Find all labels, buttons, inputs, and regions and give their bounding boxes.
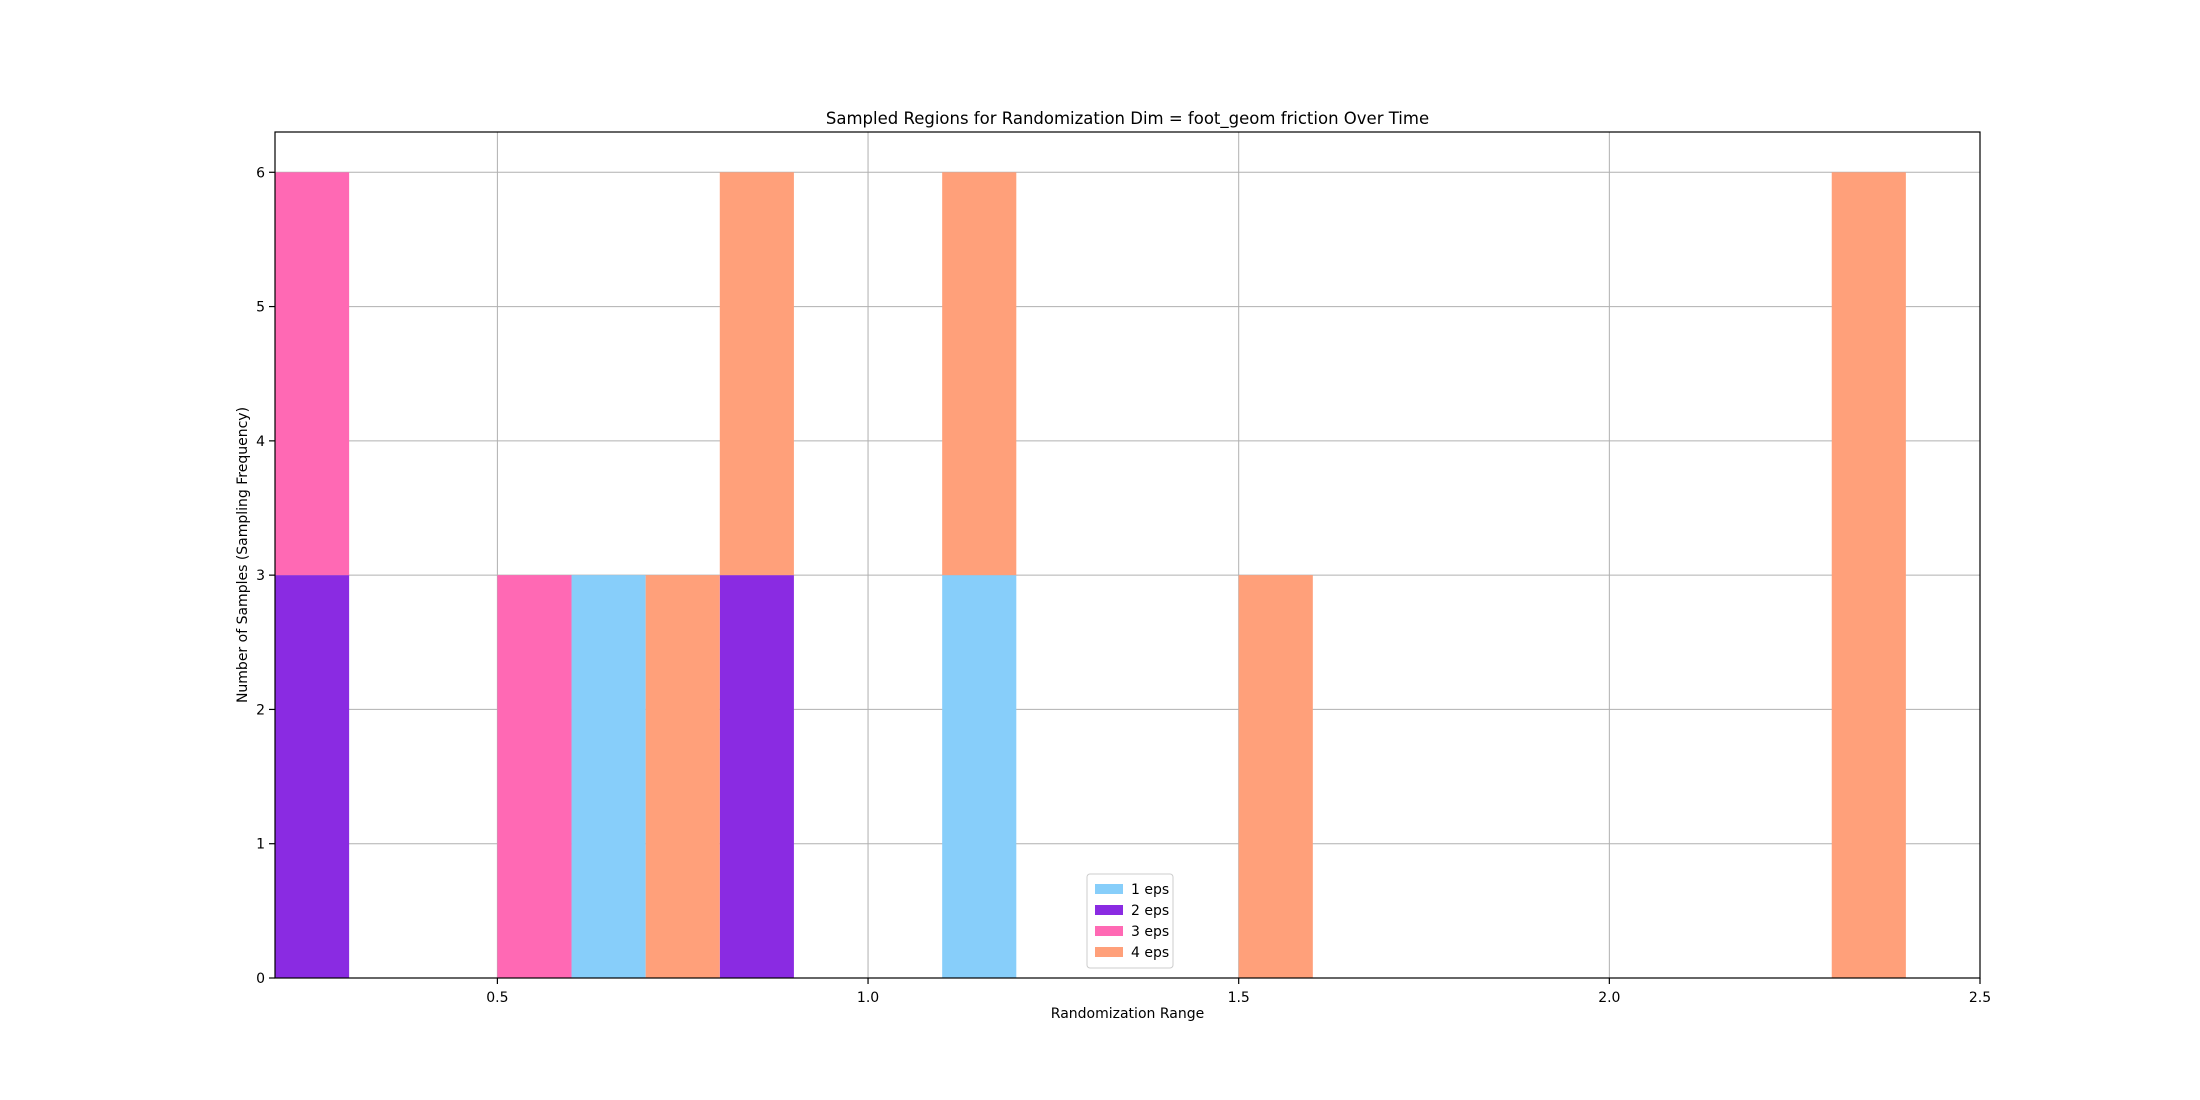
legend-label: 2 eps	[1131, 903, 1169, 919]
legend-box	[1086, 873, 1174, 969]
axes	[274, 131, 1981, 979]
x-tick-label: 0.5	[486, 990, 508, 1006]
plot-frame	[274, 131, 1981, 979]
bar-3-eps-0	[275, 172, 350, 576]
y-axis-label: Number of Samples (Sampling Frequency)	[235, 407, 251, 703]
legend-swatch	[1095, 905, 1123, 915]
bar-4-eps-1	[719, 172, 794, 576]
x-axis-label: Randomization Range	[1051, 1006, 1204, 1022]
bar-1-eps-0	[571, 575, 646, 978]
y-axis-ticks: 0 1 2 3 4 5 6	[256, 165, 275, 987]
y-tick-label: 3	[256, 568, 265, 584]
legend-swatch	[1095, 947, 1123, 957]
chart-title: Sampled Regions for Randomization Dim = …	[826, 109, 1429, 129]
bar-4-eps-4	[1831, 172, 1906, 979]
y-tick-label: 5	[256, 300, 265, 316]
y-tick-label: 6	[256, 165, 265, 181]
x-tick-label: 1.5	[1228, 990, 1250, 1006]
x-tick-label: 2.5	[1969, 990, 1991, 1006]
legend-swatch	[1095, 884, 1123, 894]
bar-4-eps-3	[1238, 575, 1313, 978]
x-axis-ticks: 0.5 1.0 1.5 2.0 2.5	[486, 978, 1991, 1006]
legend-label: 1 eps	[1131, 882, 1169, 898]
bar-2-eps-0	[275, 575, 350, 978]
bar-4-eps-2	[942, 172, 1017, 576]
bar-3-eps-1	[497, 575, 572, 978]
y-tick-label: 0	[256, 971, 265, 987]
y-tick-label: 2	[256, 702, 265, 718]
bar-4-eps-0	[645, 575, 720, 978]
legend-label: 3 eps	[1131, 924, 1169, 940]
legend-label: 4 eps	[1131, 945, 1169, 961]
legend-swatch	[1095, 926, 1123, 936]
x-tick-label: 1.0	[857, 990, 879, 1006]
x-tick-label: 2.0	[1598, 990, 1620, 1006]
y-tick-label: 4	[256, 434, 265, 450]
y-tick-label: 1	[256, 837, 265, 853]
bar-2-eps-1	[719, 575, 794, 978]
bar-1-eps-1	[942, 575, 1017, 978]
legend: 1 eps 2 eps 3 eps 4 eps	[1086, 873, 1174, 969]
bars	[275, 172, 1906, 979]
